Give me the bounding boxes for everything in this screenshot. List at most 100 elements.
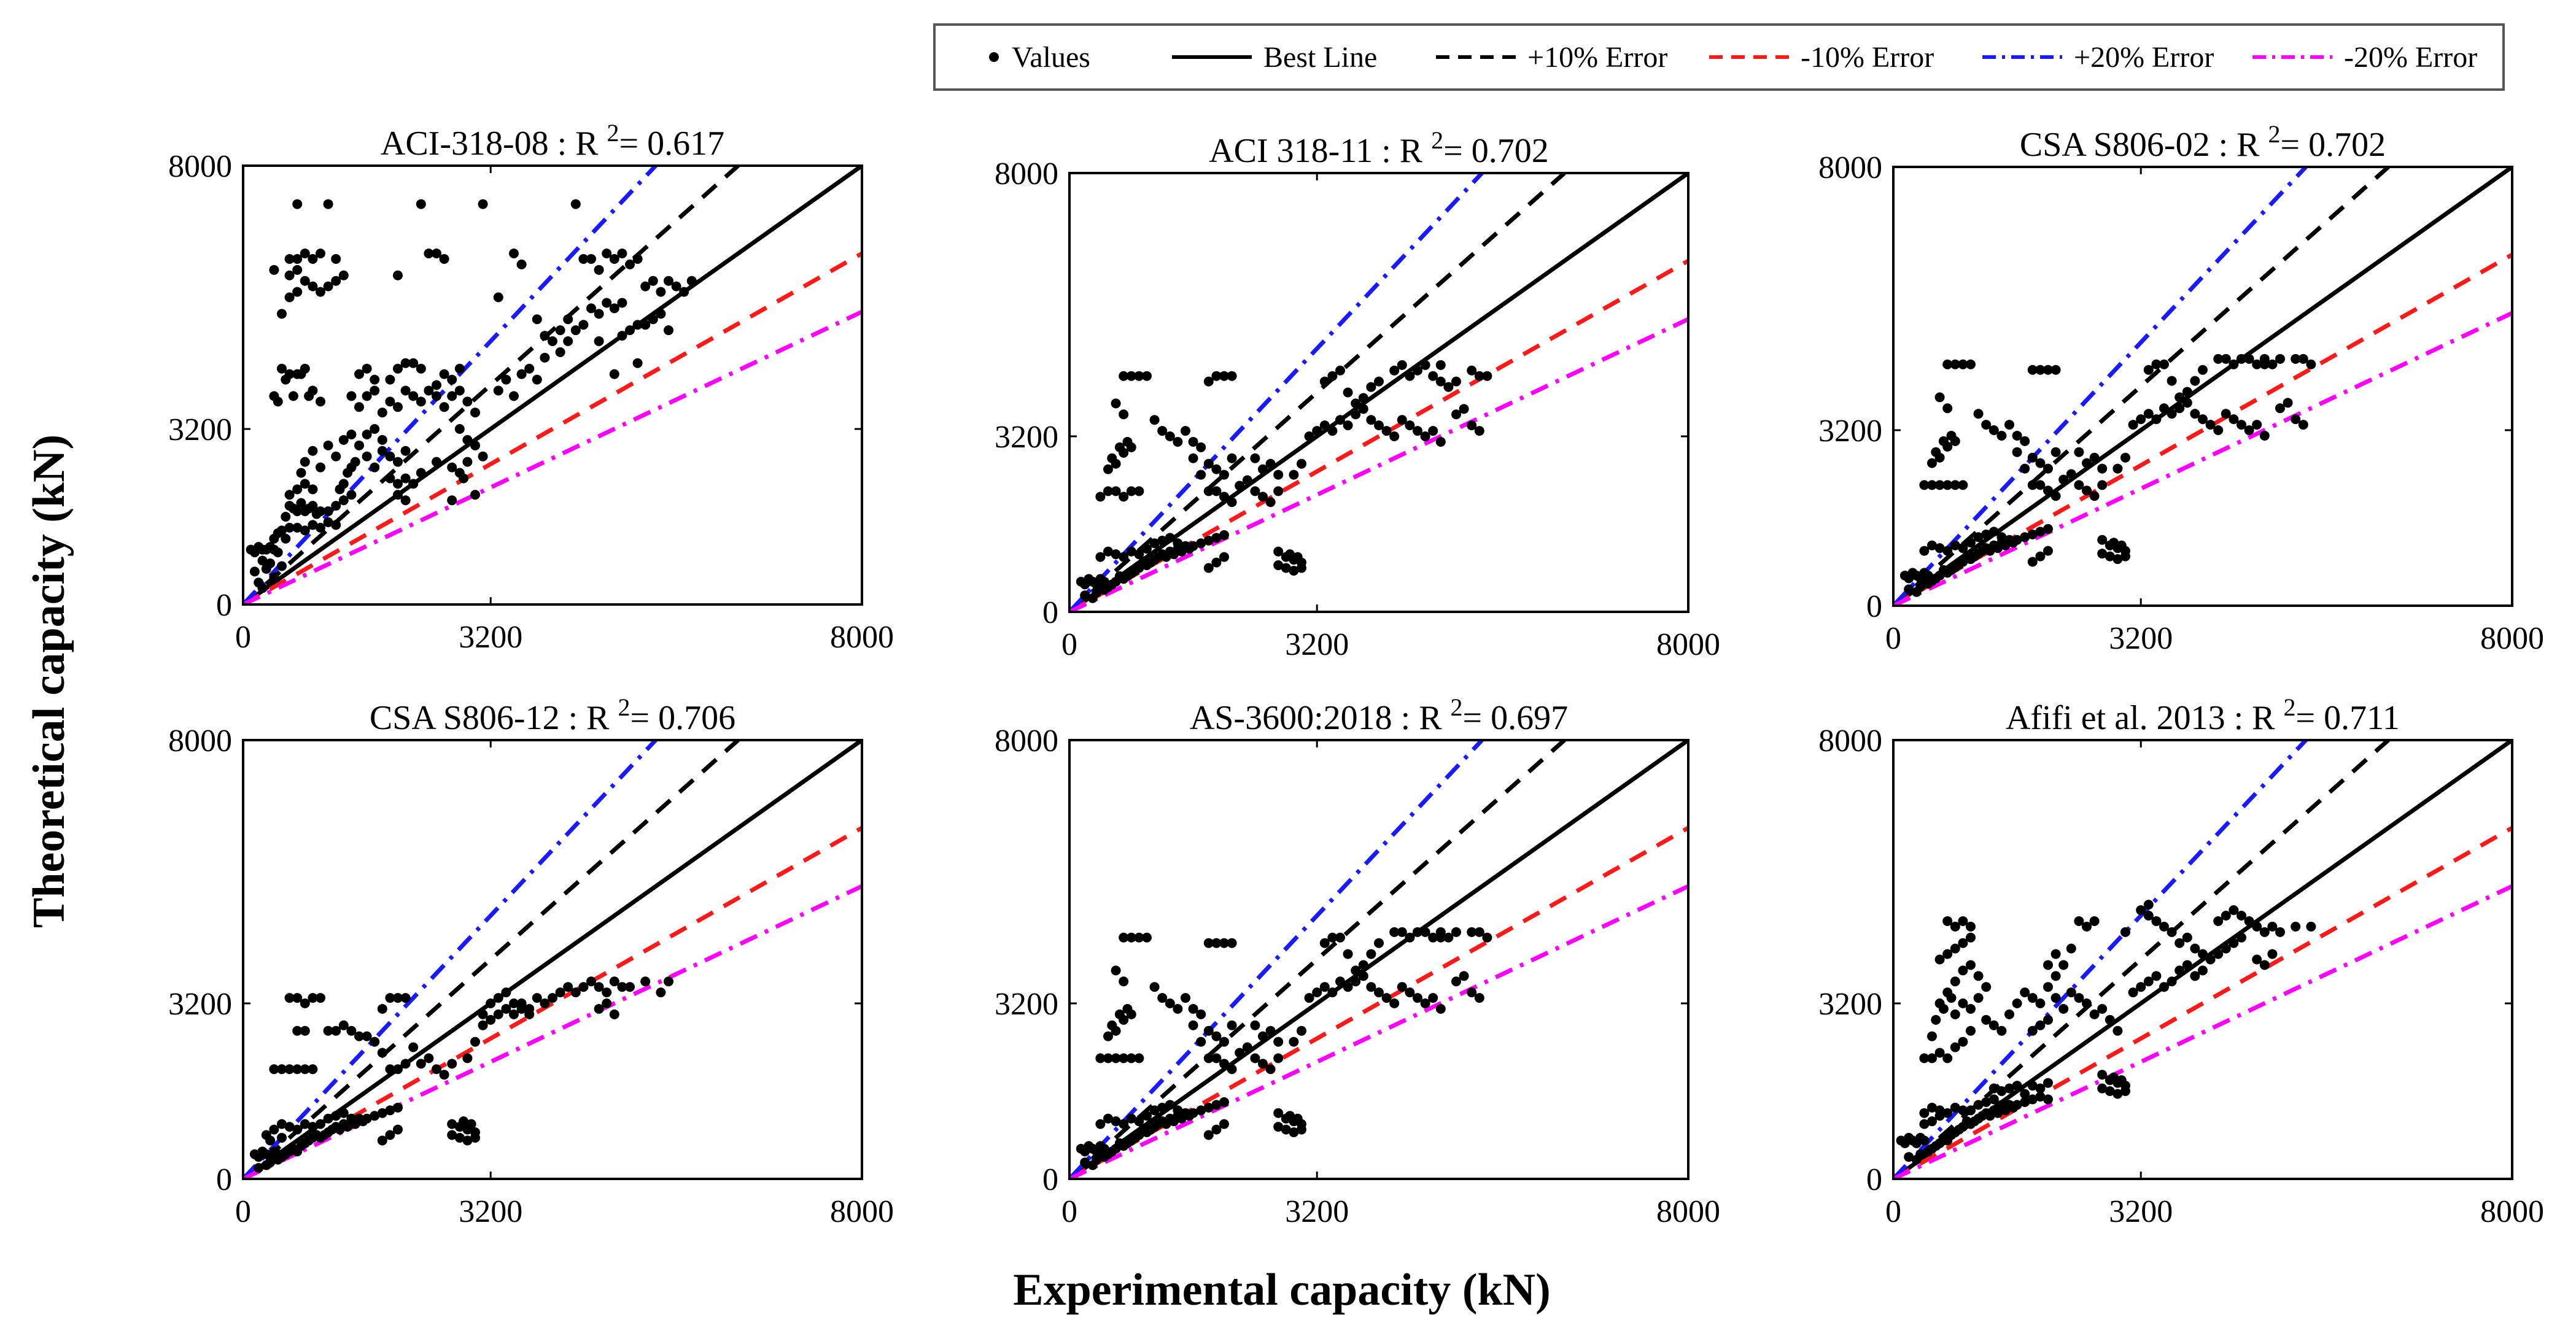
data-point (2291, 921, 2301, 932)
data-point (1435, 1003, 1446, 1014)
data-point (1119, 552, 1129, 562)
data-point (2306, 359, 2316, 369)
data-point (1111, 486, 1121, 496)
plot-frame (1068, 739, 1690, 1180)
data-point (1358, 971, 1368, 981)
data-point (509, 998, 519, 1008)
data-point (1405, 987, 1415, 998)
title-main: Afifi et al. 2013 : R (2006, 699, 2284, 737)
data-point (2143, 911, 2154, 921)
data-point (2198, 965, 2208, 976)
data-point (2237, 353, 2246, 364)
title-main: ACI 318-11 : R (1209, 132, 1431, 170)
data-point (1258, 1059, 1268, 1069)
data-point (362, 429, 372, 439)
data-point (2252, 420, 2262, 430)
data-point (1142, 544, 1152, 554)
data-point (2043, 1078, 2053, 1088)
data-point (1092, 587, 1102, 598)
data-point (2004, 420, 2014, 430)
data-point (1950, 1009, 1960, 1019)
data-point (2259, 927, 2270, 937)
data-point (2252, 921, 2262, 932)
data-point (2112, 1025, 2123, 1036)
title-value: = 0.706 (630, 699, 735, 737)
data-point (300, 1119, 310, 1129)
data-point (1111, 1025, 1121, 1036)
data-point (1111, 549, 1121, 560)
data-point (2109, 538, 2119, 548)
data-point (1134, 371, 1144, 381)
data-point (2190, 971, 2200, 981)
data-point (1950, 976, 1960, 987)
data-point (2097, 1070, 2108, 1080)
data-point (1149, 415, 1160, 425)
data-point (1242, 1042, 1252, 1052)
data-point (1988, 1083, 1999, 1094)
subplot-title: AS-3600:2018 : R 2= 0.697 (1190, 693, 1568, 737)
data-point (323, 440, 333, 450)
data-point (459, 1116, 469, 1127)
data-point (2035, 527, 2046, 537)
data-point (2112, 554, 2123, 565)
data-point (509, 391, 519, 401)
data-point (532, 314, 542, 325)
data-point (640, 320, 651, 330)
x-tick-label: 3200 (1285, 627, 1349, 662)
data-point (586, 976, 596, 987)
y-tick-label: 0 (1042, 1162, 1058, 1197)
data-point (1119, 371, 1129, 381)
subplot-title: ACI 318-11 : R 2= 0.702 (1209, 126, 1549, 170)
line--20-error (1893, 884, 2512, 1179)
data-point (323, 199, 333, 209)
data-point (686, 276, 697, 286)
legend-item-minus-10: -10% Error (1706, 26, 1934, 88)
data-point (2136, 414, 2146, 425)
data-point (1258, 464, 1268, 474)
data-point (1227, 1064, 1237, 1075)
data-point (447, 1119, 457, 1129)
data-point (316, 396, 325, 407)
data-point (2182, 387, 2192, 397)
data-point (570, 987, 581, 998)
data-point (1157, 993, 1168, 1003)
reference-lines (243, 166, 862, 604)
data-point (1946, 993, 1957, 1003)
data-point (269, 1064, 279, 1075)
data-point (656, 287, 666, 297)
data-point (2027, 480, 2038, 490)
data-point (296, 498, 306, 508)
title-superscript: 2 (607, 119, 619, 147)
data-point (2143, 365, 2154, 375)
data-point (292, 506, 303, 517)
data-point (2074, 993, 2084, 1003)
data-point (1397, 982, 1407, 992)
data-point (1374, 376, 1384, 387)
data-point (2159, 403, 2169, 414)
data-point (1413, 426, 1422, 436)
data-point (1958, 938, 1968, 948)
data-point (1389, 365, 1400, 376)
data-point (346, 429, 357, 439)
data-point (316, 993, 325, 1003)
data-point (1157, 535, 1168, 546)
data-point (1474, 426, 1484, 436)
data-point (2291, 353, 2301, 364)
data-point (2198, 949, 2208, 959)
data-point (1335, 976, 1345, 987)
legend-item-best-line: Best Line (1169, 26, 1377, 88)
data-point (323, 1113, 333, 1124)
data-point (323, 281, 333, 292)
x-tick-label: 3200 (1285, 1194, 1349, 1229)
data-point (1188, 1108, 1198, 1118)
data-point (296, 468, 306, 478)
data-point (2027, 557, 2038, 567)
data-point (1958, 480, 1968, 490)
data-point (439, 253, 449, 264)
data-point (292, 522, 303, 533)
data-point (1103, 486, 1113, 496)
data-point (408, 391, 419, 401)
data-point (1950, 480, 1960, 490)
data-point (1966, 1105, 1976, 1116)
data-point (2050, 949, 2061, 959)
